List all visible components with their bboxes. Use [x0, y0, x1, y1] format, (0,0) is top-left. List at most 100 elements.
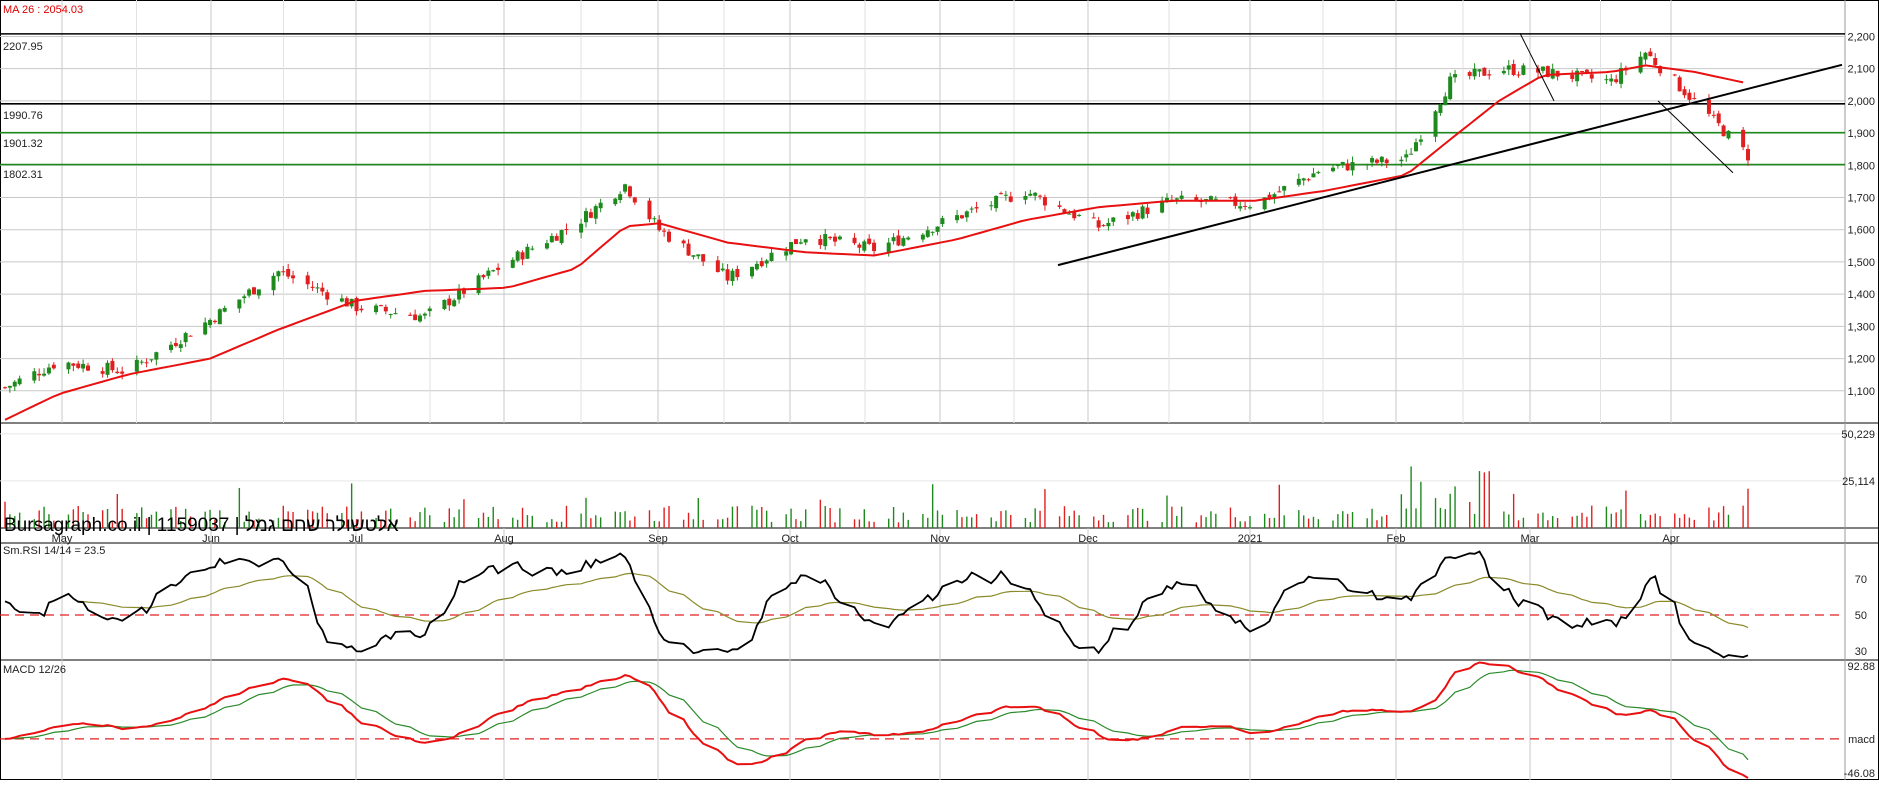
candle-body — [242, 296, 247, 299]
volume-bars — [4, 466, 1749, 528]
candle-body — [1194, 197, 1199, 201]
candle-body — [1511, 63, 1516, 75]
candle-body — [940, 218, 945, 225]
candle-body — [66, 362, 71, 370]
candle-body — [1340, 161, 1345, 165]
candle-body — [286, 269, 291, 277]
candle-body — [1619, 68, 1624, 84]
candle-body — [354, 297, 359, 312]
macd-title: MACD 12/26 — [3, 664, 66, 676]
candle-body — [1438, 104, 1443, 113]
candle-body — [564, 229, 569, 231]
candle-body — [457, 288, 462, 300]
candle-body — [1443, 96, 1448, 106]
candle-body — [1658, 66, 1663, 74]
candle-body — [442, 299, 447, 310]
candle-body — [1501, 70, 1506, 74]
candle-body — [1711, 114, 1716, 116]
candle-body — [1506, 65, 1511, 70]
candle-body — [1643, 52, 1648, 60]
candle-body — [1482, 67, 1487, 76]
candle-body — [1399, 159, 1404, 162]
candle-body — [867, 238, 872, 244]
candle-body — [632, 197, 637, 203]
candle-body — [544, 243, 549, 249]
candle-body — [1316, 172, 1321, 174]
month-label: Oct — [781, 533, 798, 545]
candle-body — [559, 230, 564, 244]
candle-body — [769, 252, 774, 262]
candle-body — [252, 287, 256, 295]
candle-body — [1228, 197, 1233, 199]
candle-body — [427, 308, 432, 312]
support-resistance-lines — [0, 33, 1845, 166]
candle-body — [1638, 56, 1643, 73]
price-tick-label: 2,200 — [1847, 31, 1875, 43]
candle-body — [291, 275, 296, 279]
axis-labels: 1,100 1,200 1,300 1,400 1,500 1,600 1,700 1,800… — [52, 31, 1875, 780]
candle-body — [447, 298, 452, 306]
candle-body — [750, 266, 754, 277]
candle-body — [584, 211, 588, 223]
candle-body — [754, 263, 759, 270]
candle-body — [1267, 194, 1272, 200]
candle-body — [1384, 159, 1389, 164]
candle-body — [1589, 74, 1594, 79]
candle-body — [461, 288, 466, 294]
candle-body — [413, 314, 418, 321]
candle-body — [169, 344, 173, 351]
candle-body — [1135, 213, 1140, 219]
candle-body — [149, 359, 154, 361]
month-label: Nov — [930, 533, 950, 545]
candle-body — [1414, 142, 1418, 152]
candle-body — [105, 362, 110, 375]
candle-body — [276, 271, 281, 277]
month-label: 2021 — [1238, 533, 1262, 545]
candle-body — [1706, 99, 1711, 114]
candle-body — [691, 255, 696, 257]
candle-body — [486, 270, 491, 276]
level-label-2207: 2207.95 — [3, 41, 43, 53]
candle-body — [1472, 68, 1477, 77]
candle-body — [989, 205, 994, 207]
candle-body — [862, 241, 867, 251]
candle-body — [925, 230, 930, 237]
candle-body — [1575, 70, 1580, 82]
candle-body — [906, 237, 911, 240]
candle-body — [1418, 139, 1423, 142]
candle-body — [1379, 156, 1384, 163]
month-label: Jun — [202, 533, 220, 545]
candle-body — [1467, 72, 1472, 76]
candle-body — [520, 252, 525, 260]
candle-body — [837, 236, 842, 240]
candle-body — [1741, 129, 1746, 148]
candle-body — [115, 371, 120, 374]
candle-body — [217, 309, 222, 325]
candle-body — [1687, 92, 1692, 100]
candle-body — [579, 223, 584, 233]
price-tick-label: 1,700 — [1847, 193, 1875, 205]
candle-body — [1243, 205, 1248, 207]
candle-body — [959, 215, 964, 219]
candle-body — [388, 314, 393, 316]
candle-body — [662, 230, 667, 232]
candle-body — [1570, 74, 1575, 79]
candle-body — [247, 289, 252, 296]
candle-body — [1536, 68, 1541, 73]
price-tick-label: 1,500 — [1847, 257, 1875, 269]
candle-body — [613, 198, 618, 205]
candle-body — [969, 208, 974, 210]
candle-body — [1077, 215, 1082, 217]
candle-body — [1448, 76, 1453, 100]
rsi-tick-label: 70 — [1855, 574, 1867, 586]
candle-body — [51, 364, 56, 369]
candle-body — [496, 267, 501, 270]
candle-body — [1008, 196, 1013, 202]
brand-title: Bursagraph.co.il | 1159037 | אלטשולר שחם… — [4, 515, 399, 536]
volume-tick-label: 25,114 — [1842, 476, 1875, 488]
price-tick-label: 1,600 — [1847, 225, 1875, 237]
candle-body — [1204, 199, 1209, 201]
candle-body — [1648, 51, 1653, 57]
candle-body — [872, 242, 877, 252]
level-label-1990: 1990.76 — [3, 110, 43, 122]
